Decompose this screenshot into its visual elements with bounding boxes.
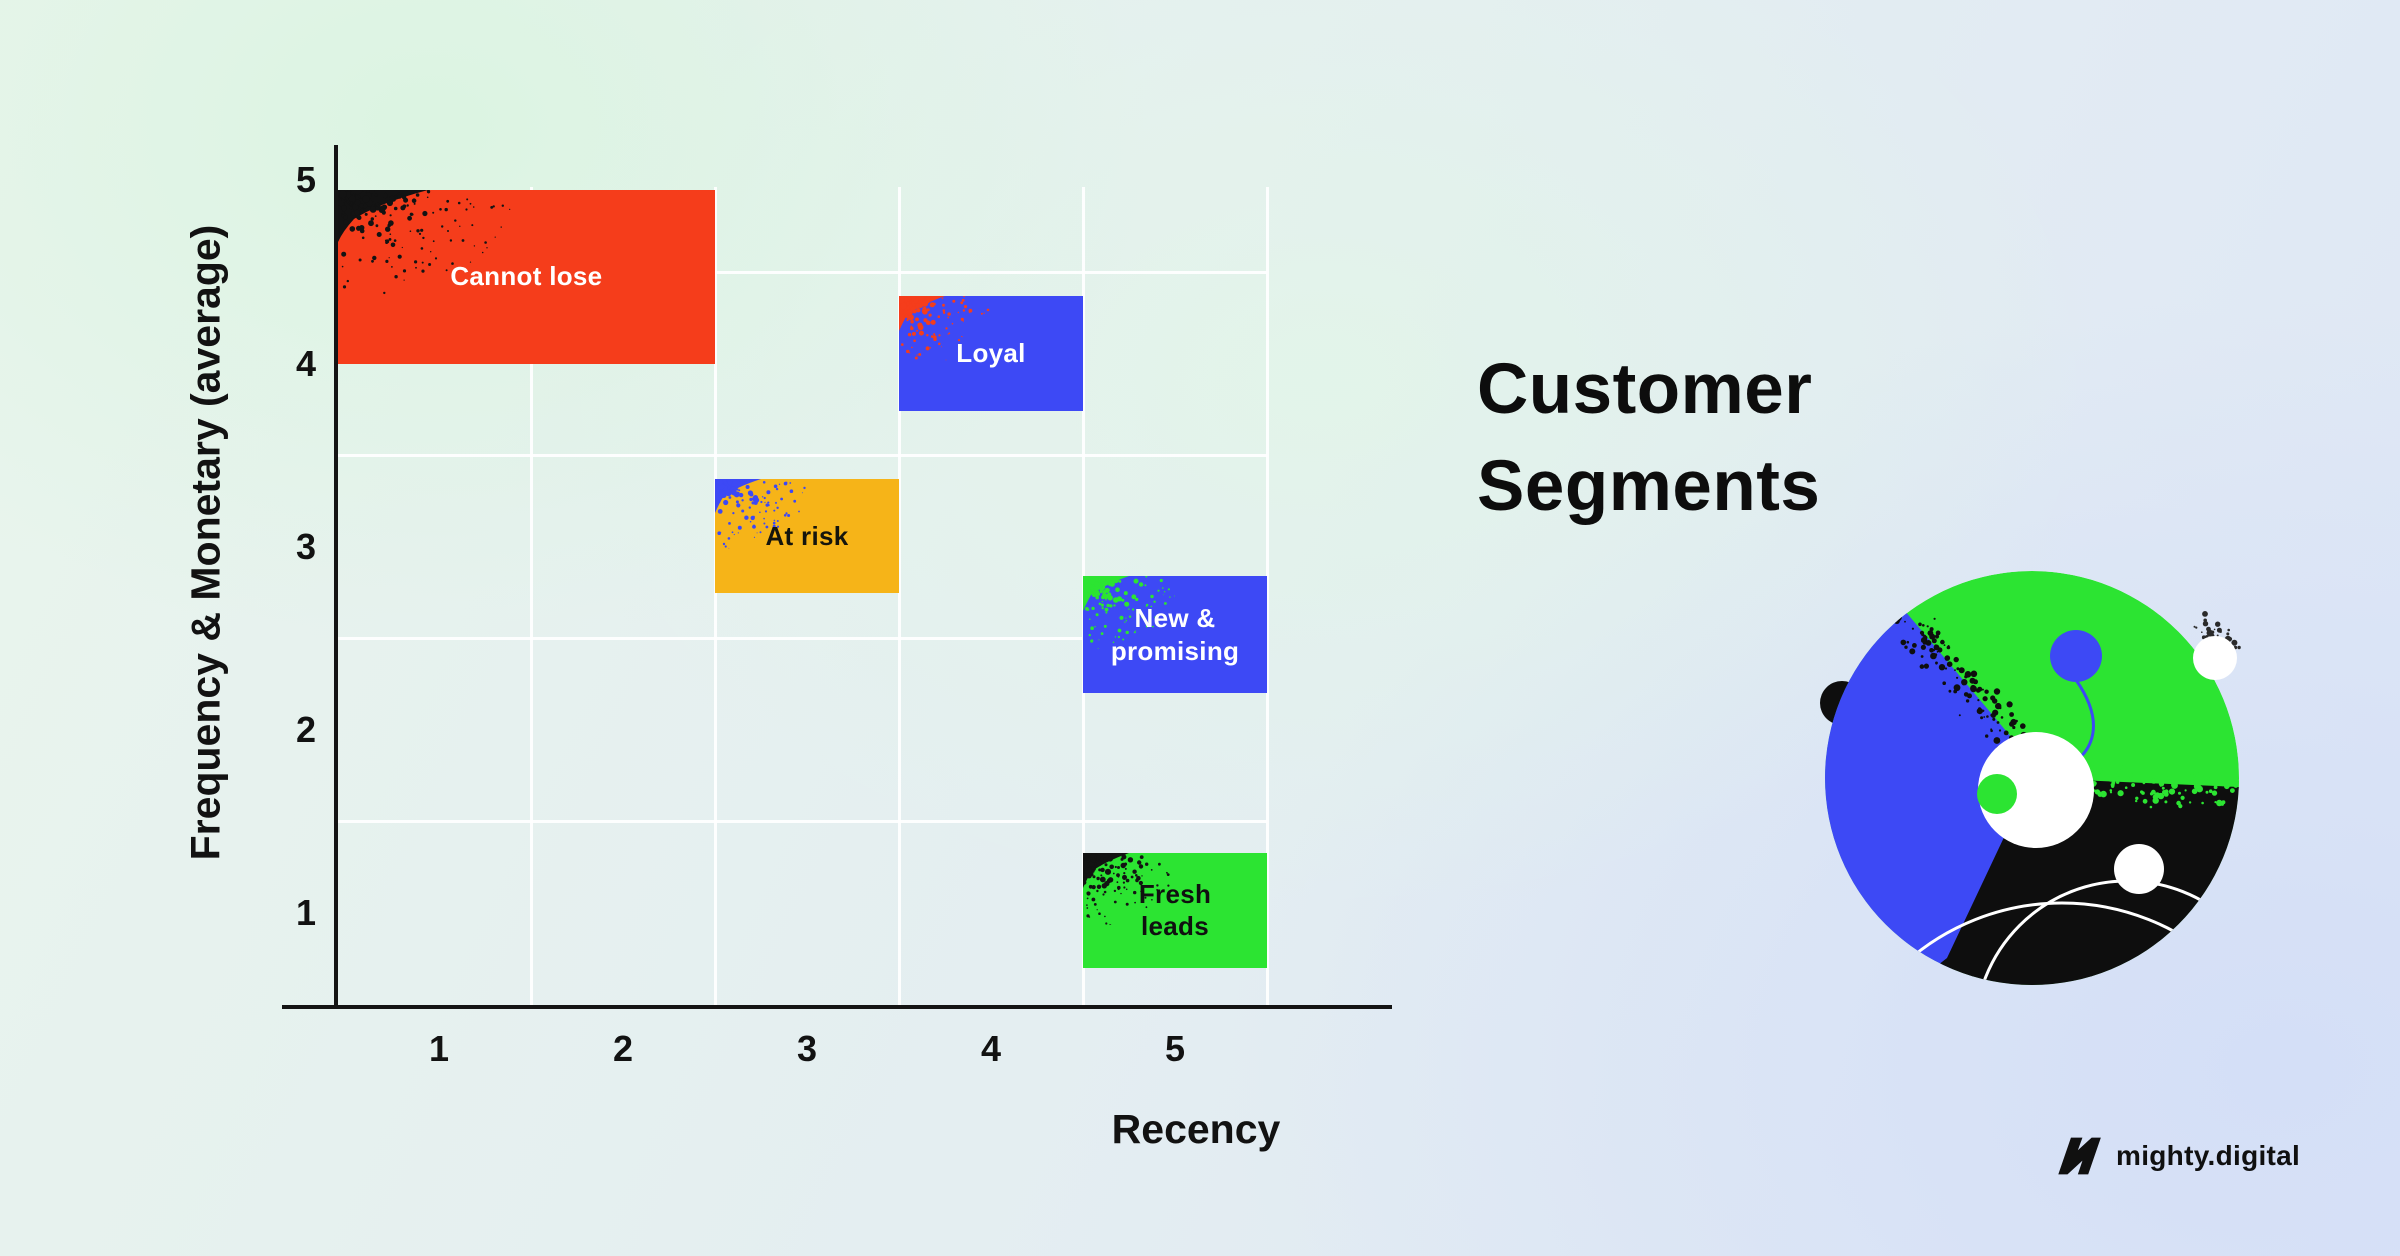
y-axis-line xyxy=(334,145,338,1009)
abstract-circle-art xyxy=(1820,571,2241,985)
segment-box: New & promising xyxy=(1083,576,1267,694)
segment-label: At risk xyxy=(765,520,849,551)
customer-segments-illustration xyxy=(1792,528,2272,1008)
x-axis-title: Recency xyxy=(1111,1106,1281,1152)
gridline-vertical xyxy=(529,187,533,1007)
y-tick-label: 5 xyxy=(295,159,316,201)
segment-box: Fresh leads xyxy=(1083,852,1267,969)
segment-box: At risk xyxy=(715,479,899,593)
page-title: Customer Segments xyxy=(1477,342,1820,535)
segment-label: Loyal xyxy=(956,338,1026,369)
white-center-circle xyxy=(1978,732,2094,848)
gridline-horizontal xyxy=(336,820,1267,824)
segment-box: Loyal xyxy=(899,295,1083,412)
segment-box: Cannot lose xyxy=(337,189,715,364)
gridline-vertical xyxy=(1265,187,1269,1007)
x-axis-line xyxy=(282,1005,1392,1009)
y-tick-label: 1 xyxy=(295,892,316,934)
brand-logo: mighty.digital xyxy=(2056,1136,2300,1176)
white-dot-top xyxy=(2193,636,2237,680)
brand-name: mighty.digital xyxy=(2116,1140,2301,1171)
gridline-vertical xyxy=(897,187,901,1007)
gridline-vertical xyxy=(713,187,717,1007)
green-dot xyxy=(1977,774,2017,814)
x-tick-label: 2 xyxy=(612,1028,634,1069)
page-title-line2: Segments xyxy=(1477,446,1821,526)
blue-dot xyxy=(2050,630,2102,682)
x-tick-label: 5 xyxy=(1164,1028,1186,1069)
segment-label: Fresh leads xyxy=(1138,878,1212,942)
y-tick-label: 4 xyxy=(295,342,316,384)
y-axis-title: Frequency & Monetary (average) xyxy=(182,224,229,861)
gridline-horizontal xyxy=(336,270,1267,274)
segment-label: Cannot lose xyxy=(450,261,603,292)
y-tick-label: 3 xyxy=(295,525,316,567)
white-dot-bottom xyxy=(2114,844,2164,894)
y-tick-label: 2 xyxy=(295,709,316,750)
gridline-horizontal xyxy=(336,453,1267,457)
mighty-digital-logo-icon xyxy=(2058,1137,2101,1175)
page-title-line1: Customer xyxy=(1477,350,1813,429)
segment-label: New & promising xyxy=(1110,603,1240,666)
x-tick-label: 1 xyxy=(428,1028,450,1069)
gridline-horizontal xyxy=(336,636,1267,640)
x-tick-label: 3 xyxy=(796,1028,818,1069)
x-tick-label: 4 xyxy=(980,1028,1002,1069)
